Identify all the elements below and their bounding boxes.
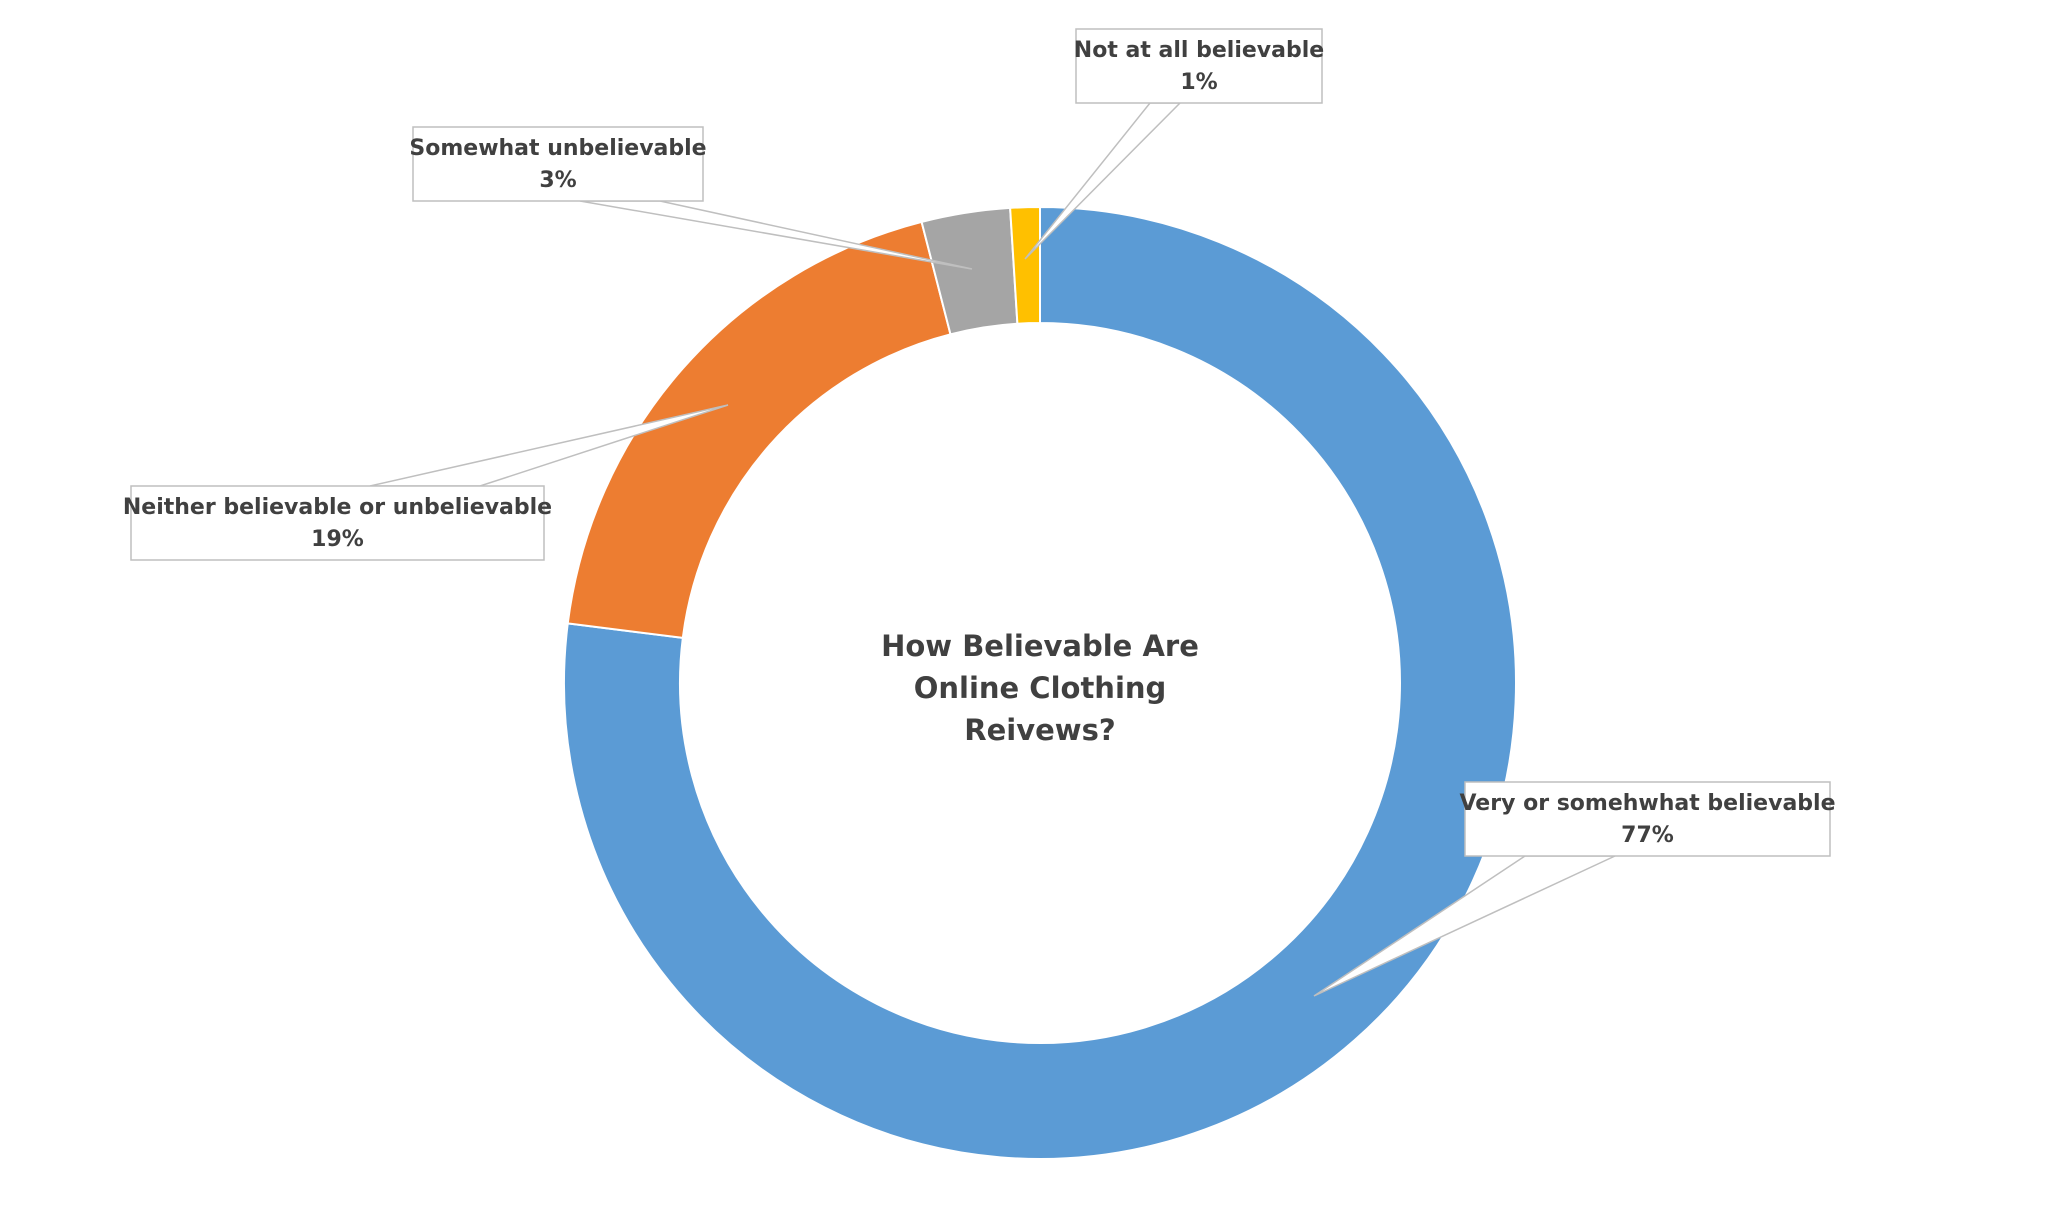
callout-box <box>1464 781 1831 857</box>
callout-category: Very or somehwhat believable <box>1459 791 1835 816</box>
donut-slice <box>563 205 1517 1160</box>
callout-value: 77% <box>1621 823 1674 848</box>
callout-value: 3% <box>539 168 576 193</box>
callout-value: 19% <box>311 527 364 552</box>
callout-category: Somewhat unbelievable <box>409 136 706 161</box>
chart-title: How Believable Are Online Clothing Reive… <box>881 629 1199 747</box>
donut-slice <box>1009 205 1041 325</box>
callout-category: Not at all believable <box>1074 38 1324 63</box>
callout-value: 1% <box>1180 70 1217 95</box>
callout-category: Neither believable or unbelievable <box>123 495 552 520</box>
callout-box <box>130 485 545 561</box>
callout-box <box>412 126 704 202</box>
callout-box <box>1075 28 1323 104</box>
